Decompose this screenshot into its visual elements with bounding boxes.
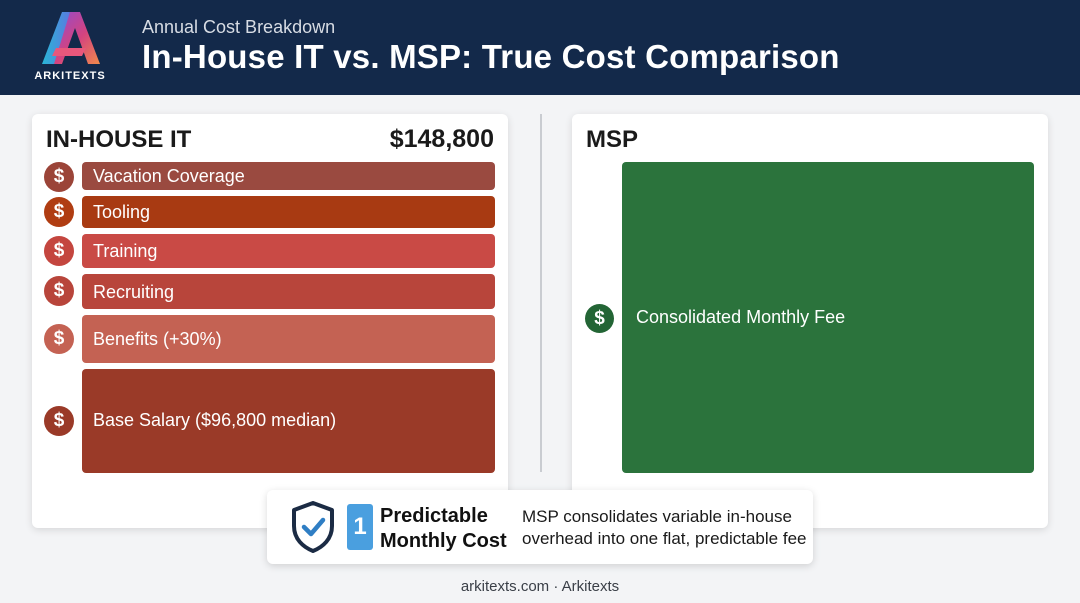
column-divider xyxy=(540,114,542,472)
in-house-title: IN-HOUSE IT xyxy=(46,126,192,153)
cost-item-label: Benefits (+30%) xyxy=(93,329,222,349)
dollar-icon: $ xyxy=(44,162,74,192)
dollar-icon: $ xyxy=(44,406,74,436)
dollar-icon: $ xyxy=(44,236,74,266)
callout-number-badge: 1 xyxy=(347,504,373,550)
msp-title: MSP xyxy=(586,126,639,153)
page-title: In-House IT vs. MSP: True Cost Compariso… xyxy=(142,38,840,75)
cost-item-label: Recruiting xyxy=(93,282,175,302)
dollar-icon: $ xyxy=(585,304,614,333)
callout-title-line: Predictable xyxy=(380,505,488,527)
cost-bar: Recruiting xyxy=(82,274,495,309)
dollar-icon: $ xyxy=(44,276,74,306)
msp-fee-label: Consolidated Monthly Fee xyxy=(636,307,846,327)
callout-title-line: Monthly Cost xyxy=(380,530,507,552)
callout-description: MSP consolidates variable in-house overh… xyxy=(522,506,806,550)
msp-fee-bar xyxy=(622,162,1034,473)
in-house-total: $148,800 xyxy=(389,125,494,153)
dollar-icon: $ xyxy=(44,197,74,227)
cost-bar: Benefits (+30%) xyxy=(82,315,495,363)
cost-item-base-salary: $ Base Salary ($96,800 median) xyxy=(44,369,496,473)
cost-bar: Vacation Coverage xyxy=(82,162,495,190)
in-house-card: IN-HOUSE IT $148,800 $ Vacation Coverage… xyxy=(32,114,508,528)
callout-description-line: overhead into one flat, predictable fee xyxy=(522,529,807,548)
callout-title: Predictable Monthly Cost xyxy=(380,504,507,554)
page-subtitle: Annual Cost Breakdown xyxy=(142,17,336,37)
shield-check-icon xyxy=(289,500,337,559)
cost-item-recruiting: $ Recruiting xyxy=(44,274,496,309)
header-banner: ARKITEXTS Annual Cost Breakdown In-House… xyxy=(0,0,1080,95)
msp-card: MSP $ Consolidated Monthly Fee xyxy=(572,114,1048,528)
cost-item-vacation-coverage: $ Vacation Coverage xyxy=(44,162,496,192)
cost-bar: Tooling xyxy=(82,196,495,228)
cost-item-label: Base Salary ($96,800 median) xyxy=(93,410,337,430)
callout-description-line: MSP consolidates variable in-house xyxy=(522,507,792,526)
cost-item-label: Training xyxy=(93,241,158,261)
footer-credit: arkitexts.com · Arkitexts xyxy=(460,578,620,595)
cost-item-label: Tooling xyxy=(93,202,151,222)
arkitexts-logo: ARKITEXTS xyxy=(28,10,112,86)
cost-item-tooling: $ Tooling xyxy=(44,196,496,228)
cost-item-training: $ Training xyxy=(44,234,496,268)
cost-item-benefits: $ Benefits (+30%) xyxy=(44,315,496,363)
cost-bar: Base Salary ($96,800 median) xyxy=(82,369,495,473)
cost-bar: Training xyxy=(82,234,495,268)
logo-text: ARKITEXTS xyxy=(34,70,106,82)
dollar-icon: $ xyxy=(44,324,74,354)
cost-item-label: Vacation Coverage xyxy=(93,166,245,186)
key-takeaway-callout: 1 Predictable Monthly Cost MSP consolida… xyxy=(267,490,813,564)
